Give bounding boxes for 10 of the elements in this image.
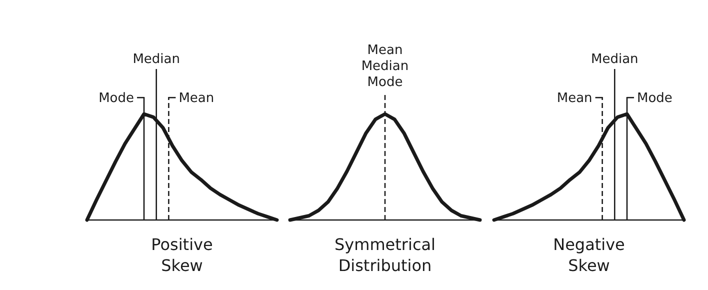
text: Mean [178, 91, 214, 106]
text: Mean [556, 91, 592, 106]
text: Mode [98, 91, 134, 106]
x-axis-title: Positive Skew [151, 235, 213, 275]
text: Mean Median Mode [361, 43, 409, 90]
text: Median [591, 52, 638, 67]
text: Median [132, 52, 180, 67]
x-axis-title: Negative Skew [553, 235, 625, 275]
x-axis-title: Symmetrical Distribution [334, 235, 436, 275]
text: Mode [637, 91, 672, 106]
